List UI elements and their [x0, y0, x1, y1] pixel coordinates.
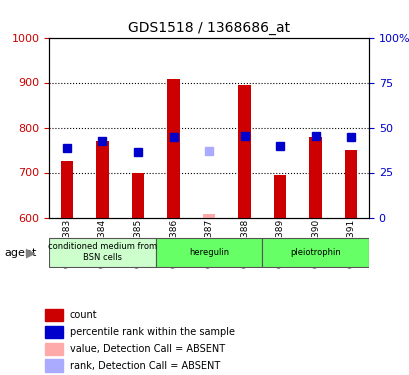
- Bar: [167, 79, 179, 218]
- Text: count: count: [70, 310, 97, 320]
- Bar: [202, 214, 215, 217]
- Text: heregulin: heregulin: [189, 248, 229, 256]
- Bar: [45, 360, 63, 372]
- Bar: [45, 326, 63, 338]
- Bar: [273, 175, 285, 217]
- FancyBboxPatch shape: [155, 238, 262, 267]
- FancyBboxPatch shape: [262, 238, 368, 267]
- Text: percentile rank within the sample: percentile rank within the sample: [70, 327, 234, 337]
- Text: ▶: ▶: [26, 247, 36, 259]
- Text: rank, Detection Call = ABSENT: rank, Detection Call = ABSENT: [70, 360, 220, 370]
- Bar: [45, 343, 63, 355]
- Title: GDS1518 / 1368686_at: GDS1518 / 1368686_at: [128, 21, 290, 35]
- Bar: [96, 141, 108, 218]
- Text: pleiotrophin: pleiotrophin: [290, 248, 340, 256]
- Text: agent: agent: [4, 248, 36, 258]
- Bar: [45, 309, 63, 321]
- Bar: [61, 161, 73, 218]
- Bar: [132, 172, 144, 217]
- FancyBboxPatch shape: [49, 238, 155, 267]
- Bar: [238, 85, 250, 218]
- Text: value, Detection Call = ABSENT: value, Detection Call = ABSENT: [70, 344, 225, 354]
- Bar: [344, 150, 357, 217]
- Text: conditioned medium from
BSN cells: conditioned medium from BSN cells: [48, 243, 157, 262]
- Bar: [309, 137, 321, 218]
